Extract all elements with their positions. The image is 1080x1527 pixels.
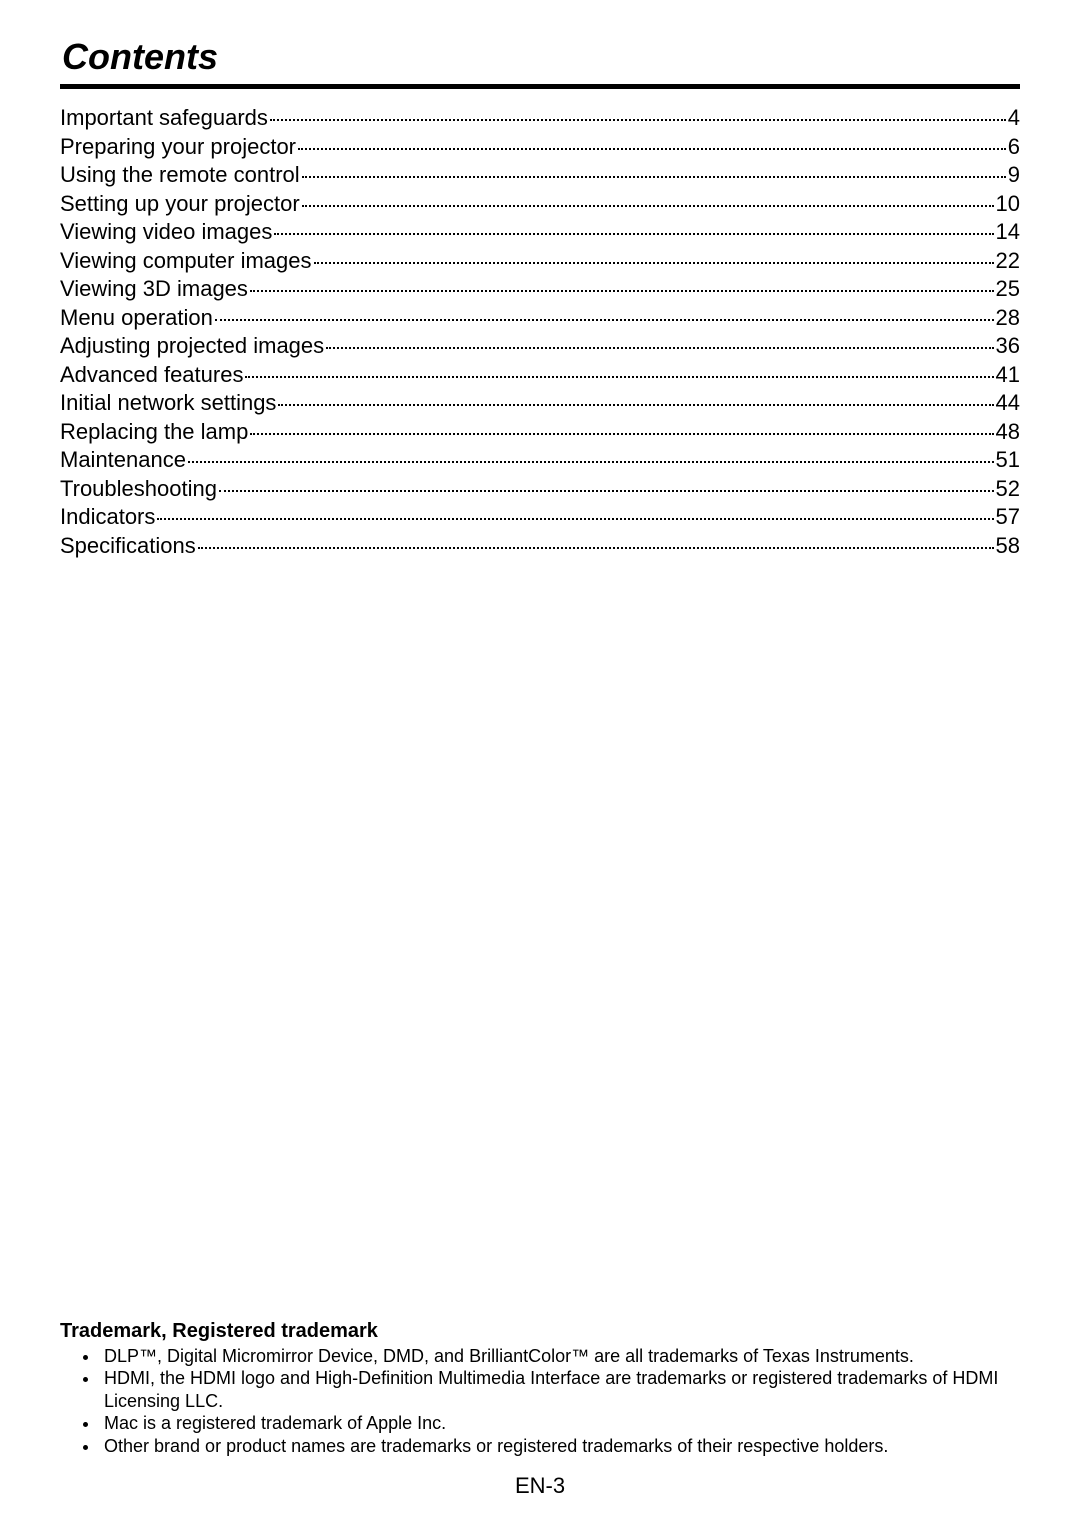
trademark-item: DLP™, Digital Micromirror Device, DMD, a… xyxy=(100,1345,1020,1368)
toc-row: Troubleshooting 52 xyxy=(60,478,1020,500)
toc-label: Initial network settings xyxy=(60,392,276,414)
toc-leader-dots xyxy=(298,148,1006,150)
toc-page: 36 xyxy=(996,335,1020,357)
toc-page: 10 xyxy=(996,193,1020,215)
toc-row: Viewing 3D images 25 xyxy=(60,278,1020,300)
toc-label: Viewing computer images xyxy=(60,250,312,272)
toc-page: 51 xyxy=(996,449,1020,471)
toc-leader-dots xyxy=(198,547,994,549)
title-underline xyxy=(60,84,1020,89)
toc-leader-dots xyxy=(245,376,993,378)
toc-leader-dots xyxy=(274,233,993,235)
toc-page: 25 xyxy=(996,278,1020,300)
toc-leader-dots xyxy=(215,319,994,321)
toc-row: Important safeguards 4 xyxy=(60,107,1020,129)
toc-label: Advanced features xyxy=(60,364,243,386)
toc-leader-dots xyxy=(157,518,993,520)
toc-page: 57 xyxy=(996,506,1020,528)
toc-label: Indicators xyxy=(60,506,155,528)
trademark-heading: Trademark, Registered trademark xyxy=(60,1320,1020,1343)
toc-page: 22 xyxy=(996,250,1020,272)
page-number: EN-3 xyxy=(0,1473,1080,1499)
toc-leader-dots xyxy=(270,119,1006,121)
toc-label: Replacing the lamp xyxy=(60,421,248,443)
toc-page: 52 xyxy=(996,478,1020,500)
toc-row: Viewing computer images 22 xyxy=(60,250,1020,272)
toc-leader-dots xyxy=(278,404,993,406)
toc-row: Maintenance 51 xyxy=(60,449,1020,471)
toc-leader-dots xyxy=(188,461,994,463)
trademark-list: DLP™, Digital Micromirror Device, DMD, a… xyxy=(60,1345,1020,1458)
toc-row: Initial network settings 44 xyxy=(60,392,1020,414)
trademark-section: Trademark, Registered trademark DLP™, Di… xyxy=(60,1320,1020,1458)
trademark-item: Mac is a registered trademark of Apple I… xyxy=(100,1412,1020,1435)
toc-row: Setting up your projector 10 xyxy=(60,193,1020,215)
toc-row: Viewing video images 14 xyxy=(60,221,1020,243)
toc-label: Setting up your projector xyxy=(60,193,300,215)
toc-row: Indicators 57 xyxy=(60,506,1020,528)
toc-row: Using the remote control 9 xyxy=(60,164,1020,186)
toc-label: Maintenance xyxy=(60,449,186,471)
toc-label: Adjusting projected images xyxy=(60,335,324,357)
toc-leader-dots xyxy=(250,290,994,292)
toc-page: 41 xyxy=(996,364,1020,386)
toc-row: Menu operation 28 xyxy=(60,307,1020,329)
toc-label: Viewing video images xyxy=(60,221,272,243)
trademark-item: HDMI, the HDMI logo and High-Definition … xyxy=(100,1367,1020,1412)
toc-leader-dots xyxy=(314,262,994,264)
toc-page: 14 xyxy=(996,221,1020,243)
toc-page: 6 xyxy=(1008,136,1020,158)
toc-label: Viewing 3D images xyxy=(60,278,248,300)
toc-leader-dots xyxy=(219,490,994,492)
toc-leader-dots xyxy=(250,433,993,435)
toc-row: Preparing your projector 6 xyxy=(60,136,1020,158)
toc-leader-dots xyxy=(302,205,994,207)
toc-page: 48 xyxy=(996,421,1020,443)
table-of-contents: Important safeguards 4 Preparing your proj… xyxy=(60,107,1020,557)
toc-label: Menu operation xyxy=(60,307,213,329)
toc-label: Important safeguards xyxy=(60,107,268,129)
contents-title: Contents xyxy=(60,36,1020,78)
toc-page: 28 xyxy=(996,307,1020,329)
toc-leader-dots xyxy=(302,176,1006,178)
toc-label: Using the remote control xyxy=(60,164,300,186)
toc-page: 9 xyxy=(1008,164,1020,186)
toc-page: 4 xyxy=(1008,107,1020,129)
toc-page: 58 xyxy=(996,535,1020,557)
trademark-item: Other brand or product names are tradema… xyxy=(100,1435,1020,1458)
toc-label: Preparing your projector xyxy=(60,136,296,158)
toc-label: Troubleshooting xyxy=(60,478,217,500)
toc-row: Specifications 58 xyxy=(60,535,1020,557)
toc-label: Specifications xyxy=(60,535,196,557)
toc-row: Replacing the lamp 48 xyxy=(60,421,1020,443)
toc-row: Advanced features 41 xyxy=(60,364,1020,386)
toc-leader-dots xyxy=(326,347,993,349)
toc-page: 44 xyxy=(996,392,1020,414)
toc-row: Adjusting projected images 36 xyxy=(60,335,1020,357)
